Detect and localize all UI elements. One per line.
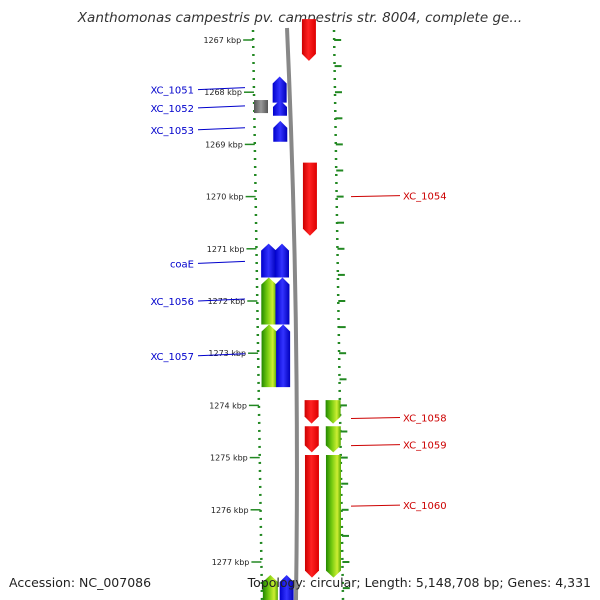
reverse-gene-arrow (304, 400, 319, 424)
gene-label-leader (350, 195, 401, 198)
gene-label-leader (197, 127, 246, 131)
forward-gene-arrow (279, 575, 294, 600)
scale-tick-label: 1271 kbp (207, 245, 245, 254)
gene-label-leader (197, 298, 246, 302)
gene-label-leader (197, 260, 246, 264)
scale-tick-label: 1274 kbp (209, 401, 247, 410)
accession-label: Accession: NC_007086 (9, 575, 152, 590)
scale-tick-label: 1272 kbp (208, 297, 246, 306)
reverse-gene-arrow (302, 162, 317, 236)
forward-cds-arrow (261, 324, 277, 388)
reverse-cds-arrow (325, 400, 341, 424)
reverse-gene-arrow (304, 454, 319, 578)
gene-label-xc_1056: XC_1056 (150, 297, 194, 308)
gene-label-xc_1059: XC_1059 (403, 441, 447, 452)
other-feature-block (254, 100, 268, 114)
genome-backbone (285, 27, 299, 600)
scale-tick-label: 1270 kbp (206, 193, 244, 202)
gene-label-coae: coaE (170, 259, 194, 270)
forward-cds-arrow (261, 277, 277, 325)
reverse-gene-arrow (301, 19, 316, 61)
topology-label: Topology: circular; Length: 5,148,708 bp… (247, 575, 591, 590)
scale-tick-label: 1267 kbp (203, 36, 241, 45)
reverse-cds-arrow (325, 454, 341, 578)
gene-label-xc_1051: XC_1051 (150, 86, 194, 97)
forward-cds-arrow (262, 575, 278, 600)
forward-gene-arrow (274, 243, 289, 278)
scale-guide-line (251, 29, 264, 600)
gene-label-leader (197, 87, 246, 91)
gene-label-xc_1052: XC_1052 (150, 104, 194, 115)
scale-tick-label: 1273 kbp (208, 349, 246, 358)
scale-tick-label: 1269 kbp (205, 140, 243, 149)
reverse-cds-arrow (325, 426, 341, 453)
forward-gene-arrow (276, 324, 291, 388)
gene-label-xc_1058: XC_1058 (403, 413, 447, 424)
forward-cds-arrow (261, 243, 277, 278)
gene-label-leader (197, 105, 246, 109)
scale-tick-label: 1268 kbp (204, 88, 242, 97)
forward-gene-arrow (272, 100, 287, 116)
gene-label-leader (350, 444, 401, 447)
gene-label-xc_1053: XC_1053 (150, 126, 194, 137)
gene-label-leader (197, 353, 246, 357)
scale-tick-label: 1277 kbp (212, 558, 250, 567)
scale-tick-label: 1275 kbp (210, 454, 248, 463)
gene-label-xc_1057: XC_1057 (150, 352, 194, 363)
forward-gene-arrow (275, 277, 290, 325)
gene-label-leader (350, 504, 401, 507)
gene-label-xc_1054: XC_1054 (403, 192, 447, 203)
forward-gene-arrow (272, 76, 287, 103)
forward-gene-arrow (273, 120, 288, 142)
reverse-gene-arrow (304, 426, 319, 453)
gene-label-xc_1060: XC_1060 (403, 501, 447, 512)
scale-tick-label: 1276 kbp (211, 506, 249, 515)
gene-label-leader (350, 416, 401, 419)
map-title: Xanthomonas campestris pv. campestris st… (77, 10, 523, 26)
